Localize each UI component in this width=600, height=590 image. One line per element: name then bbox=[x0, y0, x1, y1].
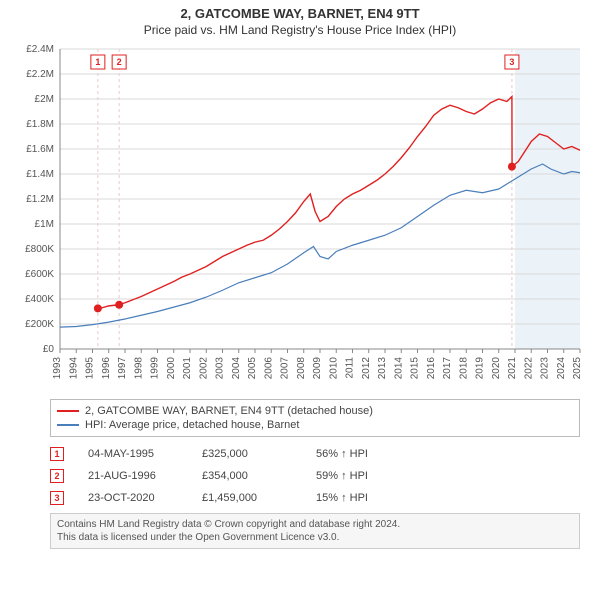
svg-text:£2.4M: £2.4M bbox=[26, 44, 54, 55]
legend-row: HPI: Average price, detached house, Barn… bbox=[57, 418, 573, 432]
svg-text:2017: 2017 bbox=[442, 357, 453, 380]
transaction-date: 23-OCT-2020 bbox=[88, 492, 178, 504]
line-chart: £0 £200K £400K £600K £800K £1M £1.2M £1.4M £1.6M… bbox=[10, 43, 590, 393]
svg-text:£800K: £800K bbox=[25, 244, 54, 255]
svg-text:2009: 2009 bbox=[312, 357, 323, 380]
transaction-pct: 56% ↑ HPI bbox=[316, 448, 368, 460]
transaction-row: 3 23-OCT-2020 £1,459,000 15% ↑ HPI bbox=[50, 487, 580, 509]
transaction-pct: 59% ↑ HPI bbox=[316, 470, 368, 482]
footer-line2: This data is licensed under the Open Gov… bbox=[57, 531, 573, 544]
svg-text:1995: 1995 bbox=[85, 357, 96, 380]
svg-text:2021: 2021 bbox=[507, 357, 518, 380]
svg-text:2: 2 bbox=[117, 57, 122, 67]
svg-text:£400K: £400K bbox=[25, 294, 54, 305]
svg-text:2020: 2020 bbox=[491, 357, 502, 380]
svg-text:£1.4M: £1.4M bbox=[26, 169, 54, 180]
svg-text:£600K: £600K bbox=[25, 269, 54, 280]
svg-text:£200K: £200K bbox=[25, 319, 54, 330]
svg-text:1994: 1994 bbox=[68, 357, 79, 380]
svg-text:2008: 2008 bbox=[296, 357, 307, 380]
svg-text:1997: 1997 bbox=[117, 357, 128, 380]
legend-swatch bbox=[57, 424, 79, 426]
legend-label: 2, GATCOMBE WAY, BARNET, EN4 9TT (detach… bbox=[85, 405, 373, 417]
svg-text:2004: 2004 bbox=[231, 357, 242, 380]
svg-text:3: 3 bbox=[509, 57, 514, 67]
transaction-row: 1 04-MAY-1995 £325,000 56% ↑ HPI bbox=[50, 443, 580, 465]
page-subtitle: Price paid vs. HM Land Registry's House … bbox=[10, 23, 590, 37]
transaction-row: 2 21-AUG-1996 £354,000 59% ↑ HPI bbox=[50, 465, 580, 487]
transaction-pct: 15% ↑ HPI bbox=[316, 492, 368, 504]
svg-text:2023: 2023 bbox=[540, 357, 551, 380]
transaction-marker-icon: 1 bbox=[50, 447, 64, 461]
svg-text:£1M: £1M bbox=[35, 219, 54, 230]
svg-text:£2M: £2M bbox=[35, 94, 54, 105]
svg-text:1993: 1993 bbox=[52, 357, 63, 380]
transaction-price: £1,459,000 bbox=[202, 492, 292, 504]
svg-text:2003: 2003 bbox=[215, 357, 226, 380]
svg-text:2001: 2001 bbox=[182, 357, 193, 380]
svg-text:2010: 2010 bbox=[328, 357, 339, 380]
svg-text:1996: 1996 bbox=[101, 357, 112, 380]
legend-label: HPI: Average price, detached house, Barn… bbox=[85, 419, 299, 431]
chart-area: £0 £200K £400K £600K £800K £1M £1.2M £1.4M £1.6M… bbox=[10, 43, 590, 393]
svg-text:2014: 2014 bbox=[393, 357, 404, 380]
svg-text:£0: £0 bbox=[43, 344, 55, 355]
transaction-date: 04-MAY-1995 bbox=[88, 448, 178, 460]
svg-text:£1.8M: £1.8M bbox=[26, 119, 54, 130]
transaction-date: 21-AUG-1996 bbox=[88, 470, 178, 482]
chart-container: 2, GATCOMBE WAY, BARNET, EN4 9TT Price p… bbox=[0, 0, 600, 590]
transaction-price: £325,000 bbox=[202, 448, 292, 460]
svg-text:£1.6M: £1.6M bbox=[26, 144, 54, 155]
title-block: 2, GATCOMBE WAY, BARNET, EN4 9TT Price p… bbox=[0, 0, 600, 39]
footer-line1: Contains HM Land Registry data © Crown c… bbox=[57, 518, 573, 531]
transaction-marker-icon: 3 bbox=[50, 491, 64, 505]
legend-row: 2, GATCOMBE WAY, BARNET, EN4 9TT (detach… bbox=[57, 404, 573, 418]
svg-text:1: 1 bbox=[95, 57, 100, 67]
legend-swatch bbox=[57, 410, 79, 412]
svg-text:2018: 2018 bbox=[458, 357, 469, 380]
page-title: 2, GATCOMBE WAY, BARNET, EN4 9TT bbox=[10, 6, 590, 21]
svg-text:2016: 2016 bbox=[426, 357, 437, 380]
svg-text:2006: 2006 bbox=[263, 357, 274, 380]
svg-text:2005: 2005 bbox=[247, 357, 258, 380]
svg-text:1998: 1998 bbox=[133, 357, 144, 380]
svg-text:2012: 2012 bbox=[361, 357, 372, 380]
transaction-marker-icon: 2 bbox=[50, 469, 64, 483]
svg-text:2011: 2011 bbox=[345, 357, 356, 379]
svg-text:£1.2M: £1.2M bbox=[26, 194, 54, 205]
svg-text:2024: 2024 bbox=[556, 357, 567, 380]
transaction-price: £354,000 bbox=[202, 470, 292, 482]
svg-text:2019: 2019 bbox=[475, 357, 486, 380]
transactions-table: 1 04-MAY-1995 £325,000 56% ↑ HPI 2 21-AUG-199… bbox=[50, 443, 580, 509]
legend-box: 2, GATCOMBE WAY, BARNET, EN4 9TT (detach… bbox=[50, 399, 580, 437]
svg-text:£2.2M: £2.2M bbox=[26, 69, 54, 80]
svg-text:2002: 2002 bbox=[198, 357, 209, 380]
svg-text:1999: 1999 bbox=[150, 357, 161, 380]
svg-text:2013: 2013 bbox=[377, 357, 388, 380]
footer-box: Contains HM Land Registry data © Crown c… bbox=[50, 513, 580, 549]
svg-text:2015: 2015 bbox=[410, 357, 421, 380]
svg-text:2025: 2025 bbox=[572, 357, 583, 380]
svg-text:2000: 2000 bbox=[166, 357, 177, 380]
svg-text:2007: 2007 bbox=[280, 357, 291, 380]
svg-text:2022: 2022 bbox=[523, 357, 534, 380]
